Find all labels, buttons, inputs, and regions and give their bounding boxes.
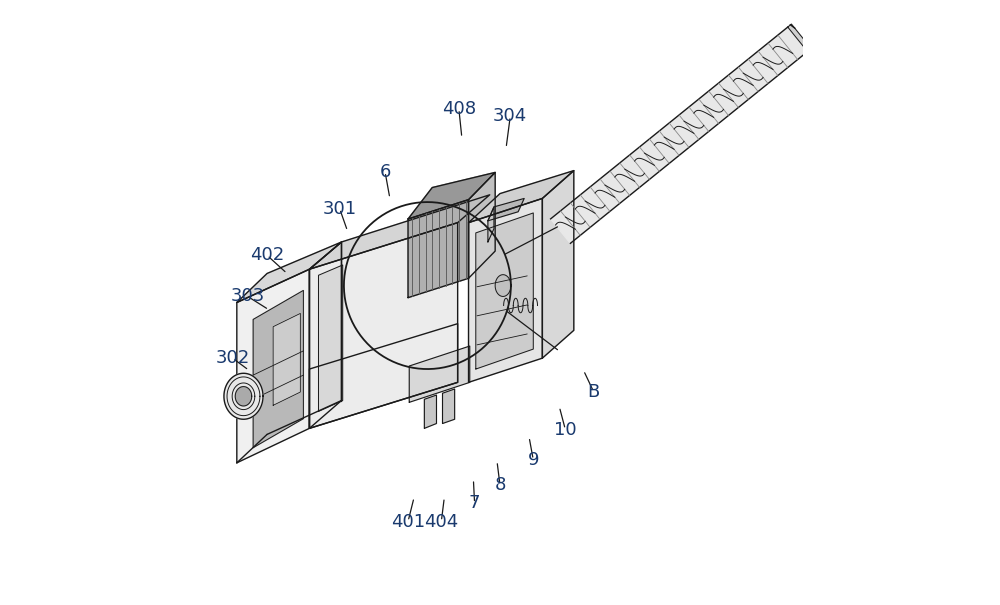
- Polygon shape: [469, 198, 542, 382]
- Polygon shape: [469, 172, 495, 278]
- Text: 301: 301: [323, 200, 357, 218]
- Text: 303: 303: [231, 287, 265, 306]
- Polygon shape: [237, 242, 341, 302]
- Polygon shape: [551, 27, 808, 243]
- Polygon shape: [224, 373, 263, 419]
- Text: 401: 401: [391, 512, 425, 531]
- Text: 9: 9: [528, 451, 539, 469]
- Polygon shape: [476, 213, 533, 369]
- Polygon shape: [318, 265, 343, 411]
- Polygon shape: [488, 198, 524, 221]
- Polygon shape: [424, 395, 436, 428]
- Text: 10: 10: [554, 420, 577, 439]
- Text: 402: 402: [250, 246, 284, 264]
- Text: 6: 6: [379, 163, 391, 181]
- Polygon shape: [309, 242, 341, 428]
- Text: B: B: [588, 383, 600, 401]
- Polygon shape: [309, 195, 490, 269]
- Polygon shape: [488, 207, 494, 242]
- Text: 302: 302: [215, 349, 250, 367]
- Polygon shape: [237, 269, 309, 463]
- Polygon shape: [235, 387, 252, 406]
- Polygon shape: [309, 324, 458, 428]
- Text: 404: 404: [424, 512, 458, 531]
- Polygon shape: [469, 171, 574, 223]
- Text: 7: 7: [469, 494, 480, 512]
- Polygon shape: [409, 346, 470, 402]
- Polygon shape: [788, 24, 811, 51]
- Polygon shape: [542, 171, 574, 358]
- Polygon shape: [253, 290, 303, 448]
- Text: 304: 304: [493, 107, 527, 125]
- Polygon shape: [309, 223, 458, 428]
- Polygon shape: [273, 313, 300, 405]
- Polygon shape: [443, 389, 455, 423]
- Polygon shape: [408, 200, 469, 298]
- Polygon shape: [495, 275, 511, 296]
- Polygon shape: [408, 172, 495, 219]
- Text: 408: 408: [442, 100, 476, 118]
- Text: 8: 8: [494, 476, 506, 494]
